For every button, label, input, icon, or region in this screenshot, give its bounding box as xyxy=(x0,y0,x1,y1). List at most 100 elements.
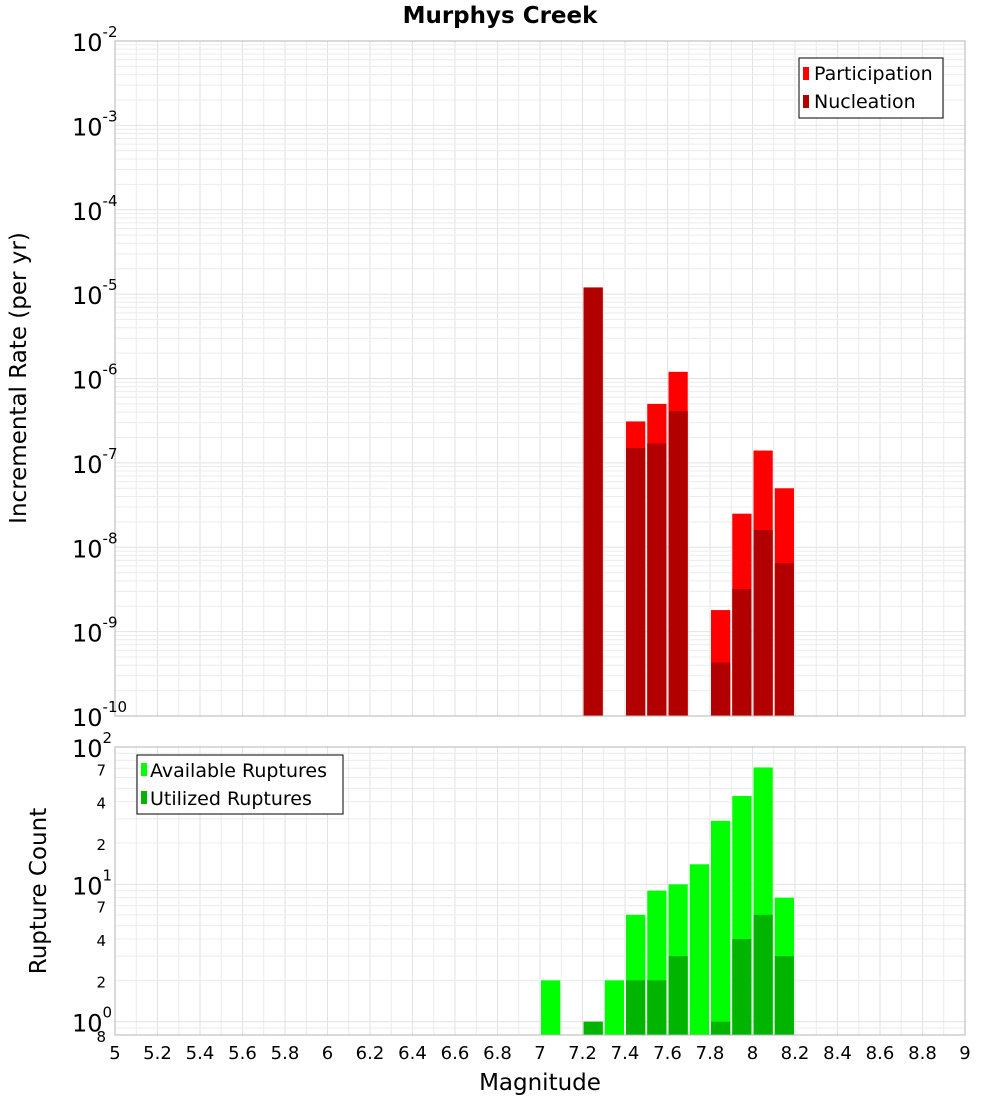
top-legend: Participation Nucleation xyxy=(798,57,944,119)
bottom-y-axis-label: Rupture Count xyxy=(26,808,52,974)
bottom-y-minor-label: 7 xyxy=(96,761,106,779)
bottom-bar-utilized-ruptures xyxy=(732,939,752,1035)
bottom-y-minor-label: 2 xyxy=(96,973,106,991)
top-bar-nucleation xyxy=(774,563,794,716)
x-tick-label: 8.2 xyxy=(781,1043,810,1064)
x-tick-label: 8.4 xyxy=(823,1043,852,1064)
bottom-panel-bars xyxy=(541,767,794,1035)
bottom-y-tick-label: 101 xyxy=(72,866,112,900)
tick-base: 10 xyxy=(72,451,103,479)
legend-swatch-utilized xyxy=(141,791,147,804)
legend-swatch-participation xyxy=(803,67,809,80)
legend-label-utilized: Utilized Ruptures xyxy=(150,788,312,810)
bottom-legend-box xyxy=(136,754,344,815)
tick-base: 10 xyxy=(72,1010,103,1038)
legend-label-nucleation: Nucleation xyxy=(814,91,916,113)
top-y-tick-label: 10-7 xyxy=(72,445,118,479)
tick-exponent: -2 xyxy=(103,23,118,41)
x-axis-label: Magnitude xyxy=(479,1070,601,1096)
tick-exponent: -4 xyxy=(103,192,118,210)
top-legend-box xyxy=(798,57,944,119)
legend-label-available: Available Ruptures xyxy=(150,760,327,782)
x-tick-label: 7.4 xyxy=(611,1043,640,1064)
top-y-axis-label: Incremental Rate (per yr) xyxy=(6,232,32,524)
tick-exponent: -10 xyxy=(103,698,128,716)
top-y-tick-label: 10-10 xyxy=(72,698,127,732)
bottom-bar-available-ruptures xyxy=(689,864,709,1035)
bottom-bar-available-ruptures xyxy=(604,980,624,1035)
top-y-tick-label: 10-8 xyxy=(72,529,118,563)
x-tick-label: 5.6 xyxy=(228,1043,257,1064)
tick-base: 10 xyxy=(72,872,103,900)
tick-exponent: -5 xyxy=(103,276,118,294)
bottom-bar-utilized-ruptures xyxy=(711,1021,731,1035)
x-tick-label: 8.6 xyxy=(866,1043,895,1064)
tick-base: 10 xyxy=(72,620,103,648)
legend-swatch-nucleation xyxy=(803,95,809,108)
x-tick-label: 6.4 xyxy=(398,1043,427,1064)
bottom-y-tick-label: 102 xyxy=(72,729,112,763)
top-panel-frame xyxy=(114,40,966,717)
tick-exponent: 2 xyxy=(103,729,113,747)
x-tick-label: 5.8 xyxy=(271,1043,300,1064)
top-bar-nucleation xyxy=(732,589,752,716)
x-tick-label: 5.4 xyxy=(186,1043,215,1064)
tick-base: 10 xyxy=(72,704,103,732)
x-tick-label: 6.2 xyxy=(356,1043,385,1064)
tick-base: 10 xyxy=(72,367,103,395)
top-bar-nucleation xyxy=(583,287,603,716)
top-y-tick-label: 10-5 xyxy=(72,276,118,310)
bottom-bar-available-ruptures xyxy=(541,980,561,1035)
tick-exponent: 0 xyxy=(103,1004,113,1022)
top-y-tick-label: 10-2 xyxy=(72,23,118,57)
top-panel-bars xyxy=(583,287,794,716)
bottom-y-minor-label: 8 xyxy=(96,1028,106,1046)
x-tick-label: 5 xyxy=(109,1043,120,1064)
x-tick-label: 7 xyxy=(534,1043,545,1064)
top-y-tick-label: 10-3 xyxy=(72,107,118,141)
bottom-y-tick-label: 100 xyxy=(72,1004,112,1038)
legend-swatch-available xyxy=(141,763,147,776)
tick-base: 10 xyxy=(72,29,103,57)
chart-title: Murphys Creek xyxy=(403,3,599,29)
x-tick-labels: 5 5.2 5.4 5.6 5.8 6 6.2 6.4 6.6 6.8 7 7.2 7.4 7.6 7.8 8… xyxy=(109,1043,970,1064)
bottom-y-minor-label: 4 xyxy=(96,932,106,950)
top-bar-nucleation xyxy=(668,411,688,716)
tick-exponent: -9 xyxy=(103,614,118,632)
x-tick-label: 7.6 xyxy=(653,1043,682,1064)
bottom-bar-available-ruptures xyxy=(711,820,731,1035)
tick-base: 10 xyxy=(72,535,103,563)
x-tick-label: 6.8 xyxy=(483,1043,512,1064)
top-bar-nucleation xyxy=(753,530,773,716)
tick-exponent: -8 xyxy=(103,529,118,547)
top-bar-nucleation xyxy=(711,662,731,716)
x-tick-label: 6 xyxy=(322,1043,333,1064)
tick-exponent: 1 xyxy=(103,866,113,884)
tick-base: 10 xyxy=(72,735,103,763)
tick-exponent: -6 xyxy=(103,361,118,379)
bottom-bar-utilized-ruptures xyxy=(668,956,688,1035)
top-y-tick-label: 10-6 xyxy=(72,361,118,395)
bottom-bar-utilized-ruptures xyxy=(583,1021,603,1035)
tick-base: 10 xyxy=(72,282,103,310)
bottom-bar-utilized-ruptures xyxy=(647,980,667,1035)
legend-label-participation: Participation xyxy=(814,63,933,85)
x-tick-label: 8 xyxy=(747,1043,758,1064)
bottom-y-minor-label: 7 xyxy=(96,899,106,917)
top-y-tick-label: 10-4 xyxy=(72,192,118,226)
top-bar-nucleation xyxy=(647,443,667,716)
bottom-bar-utilized-ruptures xyxy=(774,956,794,1035)
tick-base: 10 xyxy=(72,198,103,226)
bottom-y-minor-label: 4 xyxy=(96,795,106,813)
tick-exponent: -3 xyxy=(103,107,118,125)
tick-base: 10 xyxy=(72,113,103,141)
top-panel-grid xyxy=(114,41,966,717)
x-tick-label: 7.2 xyxy=(568,1043,597,1064)
x-tick-label: 8.8 xyxy=(908,1043,937,1064)
x-tick-label: 6.6 xyxy=(441,1043,470,1064)
x-tick-label: 5.2 xyxy=(143,1043,172,1064)
bottom-y-minor-label: 2 xyxy=(96,836,106,854)
bottom-panel-frame xyxy=(114,746,966,1036)
bottom-bar-utilized-ruptures xyxy=(753,914,773,1035)
